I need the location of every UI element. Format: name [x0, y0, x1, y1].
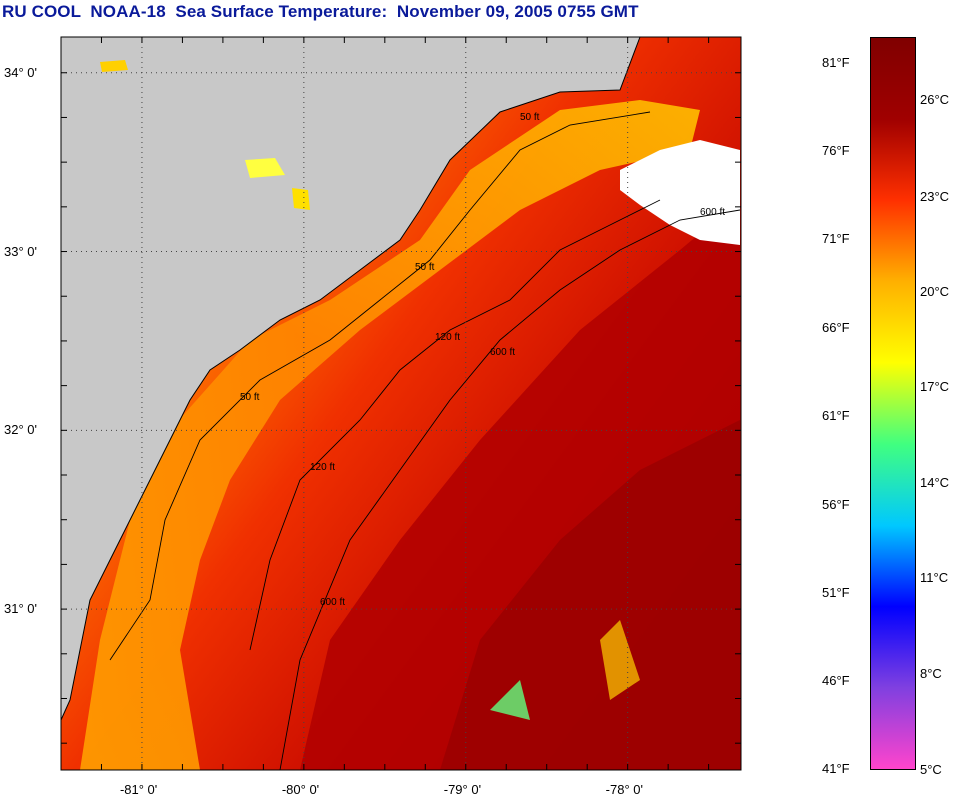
fahrenheit-label: 66°F — [822, 320, 850, 335]
celsius-label: 17°C — [920, 379, 950, 394]
depth-contour-label: 50 ft — [520, 112, 540, 123]
color-scale-bar — [870, 37, 916, 770]
celsius-label: 23°C — [920, 189, 950, 204]
fahrenheit-label: 81°F — [822, 55, 850, 70]
coastline — [61, 37, 641, 721]
map-frame — [60, 36, 742, 771]
fahrenheit-label: 61°F — [822, 408, 850, 423]
fahrenheit-label: 56°F — [822, 497, 850, 512]
contour-120ft — [249, 199, 661, 651]
depth-contour-label: 120 ft — [435, 332, 460, 343]
depth-contour-label: 120 ft — [310, 462, 335, 473]
fahrenheit-label: 46°F — [822, 673, 850, 688]
depth-contour-label: 600 ft — [320, 597, 345, 608]
celsius-label: 8°C — [920, 666, 942, 681]
lat-tick-label: 34° 0' — [4, 64, 37, 80]
land-mass — [61, 37, 640, 720]
celsius-label: 14°C — [920, 475, 950, 490]
celsius-label: 5°C — [920, 762, 942, 777]
lon-tick-label: -80° 0' — [281, 782, 320, 797]
depth-contour-label: 600 ft — [700, 207, 725, 218]
contour-600ft — [279, 209, 741, 770]
lon-tick-label: -78° 0' — [605, 782, 643, 797]
depth-contour-label: 50 ft — [415, 262, 435, 273]
depth-contour-label: 50 ft — [240, 392, 260, 403]
fahrenheit-label: 41°F — [822, 761, 850, 776]
lat-tick-label: 31° 0' — [4, 601, 37, 617]
contour-50ft — [109, 111, 651, 661]
depth-contour-label: 600 ft — [490, 347, 515, 358]
fahrenheit-label: 76°F — [822, 143, 850, 158]
cloud-patch — [620, 140, 740, 245]
lat-tick-label: 33° 0' — [4, 243, 37, 259]
map-title: RU COOL NOAA-18 Sea Surface Temperature:… — [2, 2, 639, 21]
fahrenheit-label: 51°F — [822, 585, 850, 600]
fahrenheit-label: 71°F — [822, 231, 850, 246]
lon-tick-label: -81° 0' — [119, 782, 158, 797]
celsius-label: 20°C — [920, 284, 950, 299]
lon-tick-label: -79° 0' — [443, 782, 482, 797]
celsius-label: 26°C — [920, 92, 950, 107]
graticule: 50 ft 50 ft 50 ft 120 ft 120 ft 600 ft 600 ft 6… — [60, 37, 741, 770]
celsius-label: 11°C — [920, 570, 949, 585]
lat-tick-label: 32° 0' — [4, 422, 37, 438]
